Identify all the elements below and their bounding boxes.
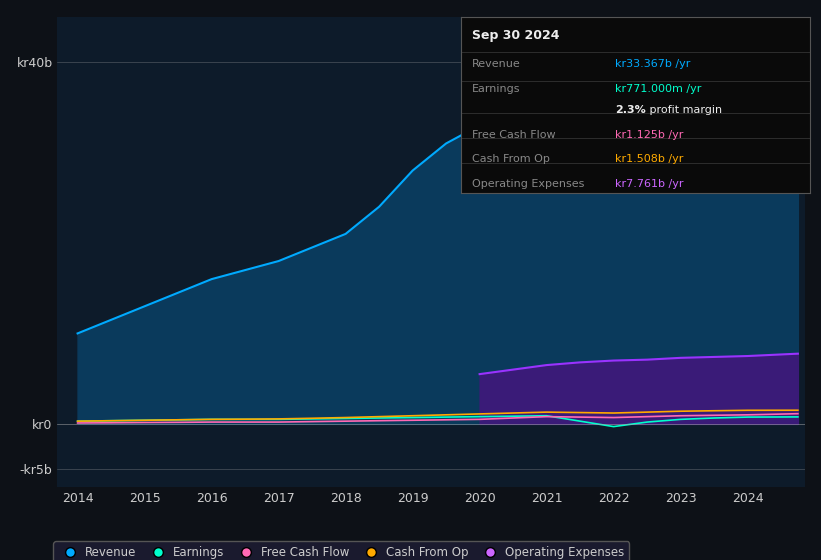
Text: kr1.125b /yr: kr1.125b /yr (615, 130, 683, 139)
Text: Cash From Op: Cash From Op (472, 155, 550, 165)
Text: Free Cash Flow: Free Cash Flow (472, 130, 556, 139)
Text: Sep 30 2024: Sep 30 2024 (472, 29, 559, 42)
Text: Operating Expenses: Operating Expenses (472, 179, 585, 189)
Legend: Revenue, Earnings, Free Cash Flow, Cash From Op, Operating Expenses: Revenue, Earnings, Free Cash Flow, Cash … (53, 541, 630, 560)
Text: kr771.000m /yr: kr771.000m /yr (615, 84, 701, 94)
Text: kr33.367b /yr: kr33.367b /yr (615, 59, 690, 69)
Text: kr1.508b /yr: kr1.508b /yr (615, 155, 683, 165)
Text: Revenue: Revenue (472, 59, 521, 69)
Text: 2.3%: 2.3% (615, 105, 645, 115)
Text: Earnings: Earnings (472, 84, 521, 94)
Text: kr7.761b /yr: kr7.761b /yr (615, 179, 683, 189)
Text: profit margin: profit margin (646, 105, 722, 115)
